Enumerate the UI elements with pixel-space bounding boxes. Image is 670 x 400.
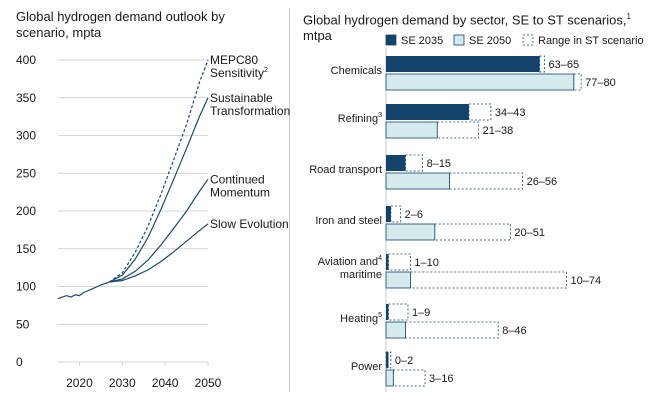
line-chart: 0 50 100 150 200 250 300 350 400 2020 2030 2040 2050… [16,53,290,390]
range-2035-refining [468,103,492,121]
series-line-sustainable-transformation [109,97,209,283]
range-2035-iron-and-steel [390,205,402,223]
bar-se-2035-aviation-and-maritime [386,254,389,270]
range-2050-refining [436,121,480,139]
series-label: Continued Momentum [210,172,270,199]
y-tick-label: 0 [16,355,23,369]
y-tick-label: 200 [16,204,36,218]
panel-divider [289,8,290,392]
bar-se-2050-aviation-and-maritime [385,271,411,289]
x-tick-label: 2020 [66,376,93,390]
value-label-2050-power: 3–16 [429,373,453,385]
value-label-2035-chemicals: 63–65 [549,59,580,71]
series-line-historic [57,281,110,300]
range-2050-aviation-and-maritime [409,271,567,289]
value-label-2035-road-transport: 8–15 [427,158,451,170]
value-label-2050-iron-and-steel: 20–51 [514,227,545,239]
value-label-2050-chemicals: 77–80 [585,77,616,89]
bar-se-2035-heating [386,304,389,320]
bar-se-2050-heating [385,321,406,339]
value-label-2050-road-transport: 26–56 [527,176,558,188]
left-title-line2: scenario, mpta [16,25,102,40]
bar-se-2050-iron-and-steel [385,223,436,241]
series-label: Slow Evolution [210,217,289,231]
bar-se-2050-power [385,369,394,387]
category-label-iron-and-steel: Iron and steel [315,215,382,227]
series-label: Sustainable Transformation [210,91,290,118]
legend-swatch-se-2050 [453,34,465,46]
series-line-continued-momentum [109,178,209,283]
right-title-line1: Global hydrogen demand by sector, SE to … [303,9,631,28]
left-title-line1: Global hydrogen demand outlook by [16,9,225,24]
y-tick-label: 150 [16,242,36,256]
value-label-2035-aviation-and-maritime: 1–10 [414,257,438,269]
x-tick-label: 2030 [109,376,136,390]
value-label-2035-iron-and-steel: 2–6 [405,209,423,221]
x-tick-label: 2040 [152,376,179,390]
bar-se-2035-iron-and-steel [386,206,391,222]
y-tick-label: 400 [16,53,36,67]
series-label: MEPC80 Sensitivity2 [210,53,268,80]
range-2035-chemicals [539,55,545,73]
legend-label: Range in ST scenario [538,35,644,47]
bar-se-2035-power [386,352,389,368]
bar-se-2035-refining [386,104,469,120]
value-label-2050-refining: 21–38 [483,125,514,137]
right-title-line2: mtpa [303,28,332,44]
bar-se-2050-refining [385,121,438,139]
category-label-refining: Refining3 [338,112,382,125]
y-tick-label: 250 [16,166,36,180]
right-title-sup: 1 [626,12,631,21]
range-2035-heating [388,303,409,321]
y-tick-label: 50 [16,317,30,331]
category-label-power: Power [351,361,383,373]
category-label-road-transport: Road transport [309,164,382,176]
bar-se-2050-chemicals [385,73,575,91]
x-tick-label: 2050 [195,376,222,390]
series-line-slow-evolution [109,223,209,283]
y-tick-label: 350 [16,91,36,105]
bar-se-2035-road-transport [386,155,406,171]
value-label-2050-heating: 8–46 [502,325,526,337]
range-2050-chemicals [573,73,582,91]
value-label-2035-heating: 1–9 [412,307,430,319]
range-2050-power [392,369,426,387]
bar-se-2050-road-transport [385,172,450,190]
left-chart-title: Global hydrogen demand outlook by scenar… [16,9,225,41]
bar-chart: SE 2035 SE 2050 Range in ST scenario Chemic… [309,34,644,392]
range-2050-iron-and-steel [434,223,511,241]
right-title-text: Global hydrogen demand by sector, SE to … [303,12,627,28]
legend-label: SE 2050 [469,35,511,47]
value-label-2050-aviation-and-maritime: 10–74 [570,275,601,287]
value-label-2035-refining: 34–43 [495,107,526,119]
range-2035-aviation-and-maritime [388,253,411,271]
legend-swatch-se-2035 [385,34,397,46]
range-2035-road-transport [405,154,423,172]
y-tick-label: 300 [16,129,36,143]
category-label-chemicals: Chemicals [331,65,383,77]
range-2050-heating [405,321,499,339]
legend-swatch-range [522,34,534,46]
bar-se-2035-chemicals [386,56,540,72]
right-chart-title: Global hydrogen demand by sector, SE to … [303,9,631,44]
category-label-aviation-and-maritime: Aviation and4 maritime [318,255,382,281]
y-tick-label: 100 [16,280,36,294]
series-line-mepc80-sensitivity [109,59,209,283]
category-label-heating: Heating5 [340,312,382,325]
value-label-2035-power: 0–2 [395,355,413,367]
legend-label: SE 2035 [401,35,443,47]
range-2050-road-transport [449,172,523,190]
